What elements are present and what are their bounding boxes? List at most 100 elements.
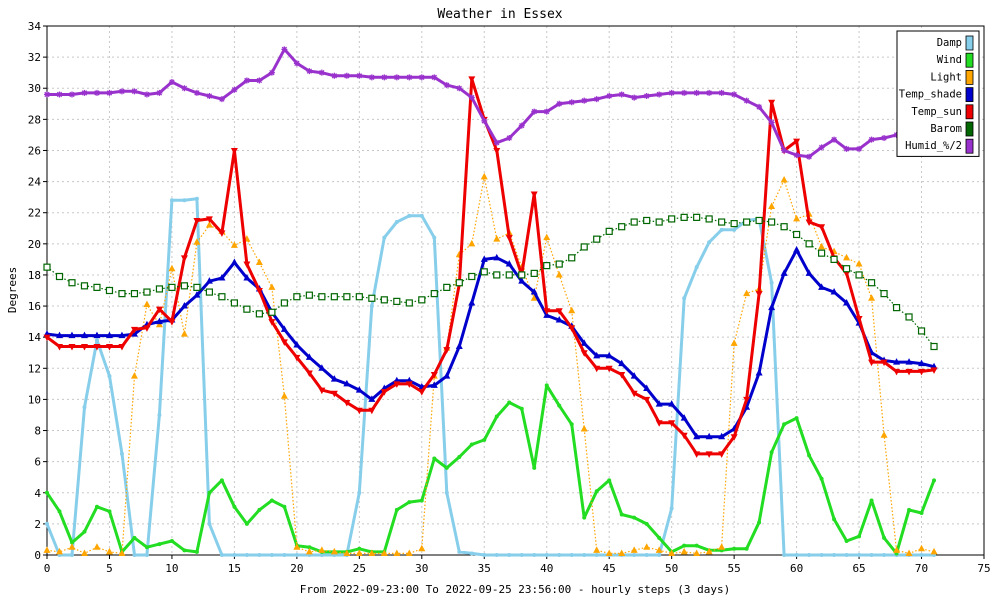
data-point-temp-sun — [180, 255, 188, 262]
grid — [47, 26, 984, 555]
data-point-barom — [580, 243, 588, 251]
data-point-temp-shade — [618, 359, 626, 367]
data-point-wind — [619, 512, 624, 517]
data-point-temp-shade — [368, 395, 376, 402]
data-point-temp-sun — [143, 325, 151, 332]
data-point-damp — [832, 553, 837, 557]
data-point-light — [305, 547, 313, 555]
data-point-damp — [507, 553, 512, 557]
y-tick-label: 14 — [28, 331, 42, 344]
data-point-humid-2 — [93, 89, 100, 96]
data-point-temp-sun — [930, 367, 938, 374]
data-point-temp-shade — [68, 331, 76, 339]
data-point-wind — [882, 535, 887, 540]
data-point-barom — [330, 293, 338, 301]
data-point-damp — [707, 240, 712, 245]
data-point-humid-2 — [231, 86, 238, 93]
x-tick-label: 60 — [790, 562, 803, 575]
data-point-temp-shade — [518, 277, 526, 284]
data-point-barom — [80, 282, 89, 290]
data-point-light — [80, 549, 88, 556]
data-point-temp-sun — [268, 319, 276, 326]
data-point-humid-2 — [218, 96, 225, 103]
data-point-wind — [94, 504, 99, 509]
data-point-temp-sun — [530, 191, 538, 199]
data-point-wind — [919, 510, 924, 515]
data-point-barom — [318, 293, 326, 301]
data-point-damp — [107, 374, 112, 379]
data-point-temp-sun — [205, 216, 213, 223]
data-point-temp-shade — [693, 432, 701, 440]
data-point-temp-sun — [718, 451, 726, 458]
data-point-damp — [644, 553, 649, 557]
data-point-wind — [569, 422, 574, 427]
data-point-barom — [880, 290, 888, 298]
data-point-damp — [444, 490, 449, 495]
data-point-temp-shade — [280, 325, 288, 332]
legend-label: Humid_%/2 — [905, 140, 962, 152]
y-axis-label: Degrees — [6, 267, 19, 313]
data-point-temp-sun — [68, 344, 76, 351]
data-point-damp — [844, 553, 849, 557]
data-point-humid-2 — [368, 74, 375, 81]
data-point-light — [368, 549, 376, 556]
data-point-barom — [405, 299, 413, 307]
data-point-temp-shade — [530, 288, 538, 295]
data-point-wind — [282, 504, 287, 509]
data-point-temp-sun — [868, 359, 876, 367]
data-point-humid-2 — [356, 72, 363, 79]
data-point-damp — [569, 553, 574, 557]
data-point-damp — [82, 405, 87, 410]
data-point-barom — [792, 230, 801, 239]
data-point-barom — [93, 283, 101, 291]
data-point-light — [668, 549, 676, 556]
data-point-wind — [544, 383, 549, 388]
legend-label: Temp_shade — [899, 89, 962, 101]
data-point-light — [930, 547, 938, 555]
data-point-wind — [407, 500, 412, 505]
data-point-barom — [718, 218, 726, 226]
data-point-light — [718, 543, 726, 550]
data-point-wind — [257, 507, 262, 512]
data-point-temp-sun — [893, 368, 901, 376]
data-point-temp-sun — [80, 344, 88, 351]
data-point-temp-sun — [693, 451, 701, 458]
data-point-barom — [543, 262, 551, 270]
data-point-humid-2 — [631, 94, 638, 101]
x-tick-label: 70 — [915, 562, 928, 575]
data-point-light — [530, 294, 538, 301]
data-point-humid-2 — [143, 91, 150, 98]
data-point-wind — [819, 476, 824, 481]
data-point-light — [555, 270, 563, 278]
series-line-light — [46, 176, 935, 555]
x-tick-label: 75 — [977, 562, 990, 575]
data-point-humid-2 — [543, 108, 550, 115]
data-point-barom — [655, 218, 663, 226]
data-point-temp-shade — [480, 255, 488, 262]
data-point-temp-sun — [305, 370, 313, 377]
y-tick-label: 26 — [28, 144, 41, 157]
data-point-damp — [882, 553, 887, 557]
data-point-temp-shade — [218, 274, 226, 281]
data-point-damp — [232, 553, 237, 557]
data-point-damp — [732, 227, 737, 232]
data-point-humid-2 — [506, 135, 513, 142]
data-point-temp-shade — [630, 372, 638, 379]
data-point-light — [230, 241, 238, 248]
data-point-temp-sun — [543, 308, 551, 315]
data-point-temp-sun — [118, 344, 126, 351]
data-point-humid-2 — [381, 74, 388, 81]
data-point-light — [280, 392, 288, 399]
data-point-wind — [807, 453, 812, 458]
data-point-wind — [132, 535, 137, 540]
data-point-humid-2 — [656, 91, 663, 98]
data-point-wind — [357, 546, 362, 551]
data-point-damp — [94, 338, 99, 343]
data-point-temp-shade — [830, 288, 838, 295]
data-point-damp — [369, 304, 374, 309]
data-point-wind — [157, 542, 162, 547]
data-point-wind — [657, 535, 662, 540]
data-point-damp — [769, 280, 774, 285]
data-point-temp-shade — [580, 339, 588, 346]
